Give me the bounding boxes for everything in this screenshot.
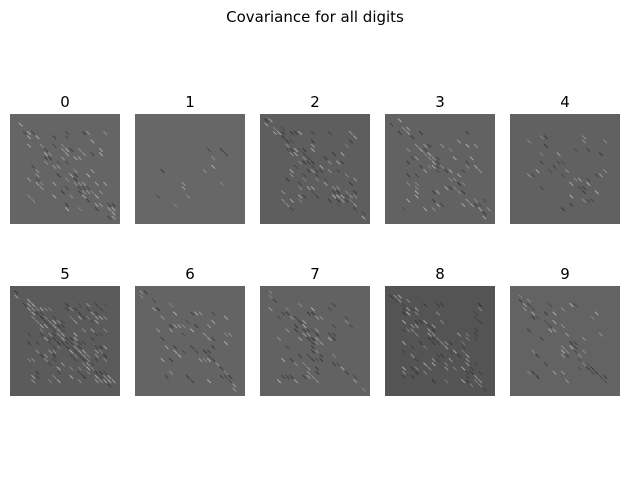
covariance-image: [135, 286, 245, 396]
panel-digit-3: 3: [385, 93, 495, 224]
covariance-image: [10, 114, 120, 224]
panel-digit-6: 6: [135, 265, 245, 396]
panel-digit-2: 2: [260, 93, 370, 224]
covariance-image: [260, 286, 370, 396]
panel-title: 9: [560, 265, 570, 283]
covariance-texture: [268, 290, 366, 392]
covariance-texture: [518, 294, 608, 384]
covariance-texture: [156, 147, 229, 208]
chart-title: Covariance for all digits: [226, 8, 404, 26]
panel-digit-0: 0: [10, 93, 120, 224]
covariance-texture: [14, 290, 116, 388]
covariance-texture: [264, 118, 366, 220]
covariance-texture: [18, 122, 116, 220]
panel-title: 6: [185, 265, 195, 283]
panel-title: 7: [310, 265, 320, 283]
covariance-image: [135, 114, 245, 224]
panel-title: 1: [185, 93, 195, 111]
panel-digit-9: 9: [510, 265, 620, 396]
panel-title: 3: [435, 93, 445, 111]
covariance-texture: [389, 118, 491, 220]
panel-digit-1: 1: [135, 93, 245, 224]
panel-title: 8: [435, 265, 445, 283]
panel-title: 0: [60, 93, 70, 111]
covariance-texture: [139, 290, 237, 392]
covariance-texture: [389, 294, 487, 392]
panel-title: 2: [310, 93, 320, 111]
panels-grid: 0 1 2 3 4 5 6 7 8 9: [10, 93, 620, 396]
panel-digit-7: 7: [260, 265, 370, 396]
covariance-image: [510, 114, 620, 224]
covariance-texture: [526, 135, 608, 212]
panel-title: 5: [60, 265, 70, 283]
panel-title: 4: [560, 93, 570, 111]
panel-digit-5: 5: [10, 265, 120, 396]
panel-digit-8: 8: [385, 265, 495, 396]
panel-digit-4: 4: [510, 93, 620, 224]
